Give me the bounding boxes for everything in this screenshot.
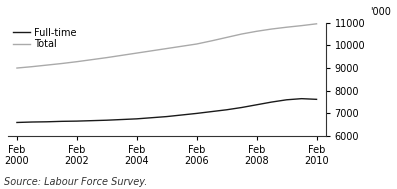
Full-time bbox=[239, 106, 244, 109]
Full-time bbox=[75, 120, 79, 122]
Full-time bbox=[104, 119, 109, 121]
Full-time bbox=[209, 110, 214, 113]
Total bbox=[209, 40, 214, 42]
Line: Full-time: Full-time bbox=[17, 99, 316, 122]
Text: Source: Labour Force Survey.: Source: Labour Force Survey. bbox=[4, 177, 147, 187]
Total bbox=[135, 52, 139, 54]
Full-time bbox=[60, 120, 64, 122]
Full-time bbox=[89, 119, 94, 122]
Full-time bbox=[15, 121, 19, 124]
Full-time bbox=[119, 118, 124, 121]
Total bbox=[284, 26, 289, 28]
Total bbox=[104, 57, 109, 59]
Total bbox=[15, 67, 19, 69]
Full-time bbox=[269, 101, 274, 103]
Full-time bbox=[29, 121, 34, 123]
Full-time bbox=[164, 115, 169, 118]
Full-time bbox=[284, 99, 289, 101]
Total bbox=[29, 66, 34, 68]
Full-time bbox=[44, 121, 49, 123]
Total bbox=[224, 36, 229, 39]
Total bbox=[119, 54, 124, 57]
Line: Total: Total bbox=[17, 24, 316, 68]
Full-time bbox=[314, 98, 319, 101]
Full-time bbox=[179, 114, 184, 116]
Total bbox=[314, 23, 319, 25]
Total bbox=[149, 50, 154, 52]
Full-time bbox=[135, 118, 139, 120]
Total bbox=[194, 43, 199, 45]
Total bbox=[75, 60, 79, 63]
Total bbox=[299, 25, 304, 27]
Full-time bbox=[194, 112, 199, 115]
Full-time bbox=[224, 109, 229, 111]
Total bbox=[89, 59, 94, 61]
Text: '000: '000 bbox=[370, 7, 391, 17]
Total bbox=[44, 64, 49, 66]
Total bbox=[164, 47, 169, 50]
Total bbox=[60, 62, 64, 65]
Total bbox=[239, 33, 244, 35]
Full-time bbox=[254, 104, 259, 106]
Full-time bbox=[149, 117, 154, 119]
Full-time bbox=[299, 98, 304, 100]
Total bbox=[269, 28, 274, 30]
Total bbox=[179, 45, 184, 47]
Total bbox=[254, 30, 259, 33]
Legend: Full-time, Total: Full-time, Total bbox=[13, 28, 77, 49]
